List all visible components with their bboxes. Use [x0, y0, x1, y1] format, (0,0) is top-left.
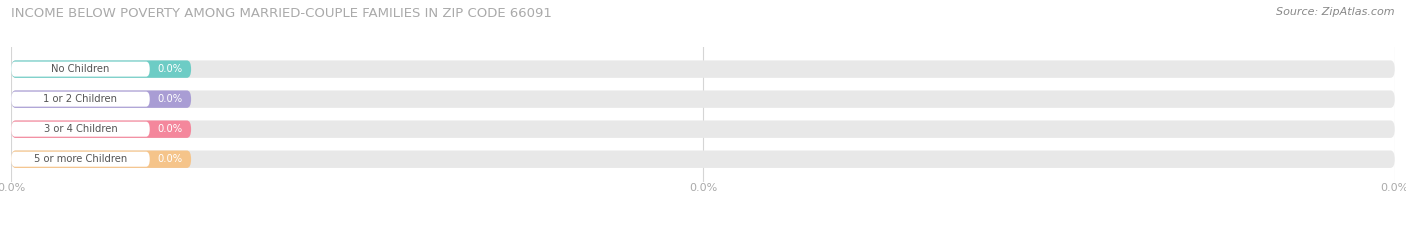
- FancyBboxPatch shape: [11, 151, 1395, 168]
- Text: 3 or 4 Children: 3 or 4 Children: [44, 124, 117, 134]
- Text: 0.0%: 0.0%: [0, 183, 25, 193]
- FancyBboxPatch shape: [11, 62, 149, 77]
- Text: 0.0%: 0.0%: [157, 154, 183, 164]
- Text: 0.0%: 0.0%: [689, 183, 717, 193]
- FancyBboxPatch shape: [11, 90, 1395, 108]
- Text: 0.0%: 0.0%: [157, 64, 183, 74]
- FancyBboxPatch shape: [11, 60, 191, 78]
- Text: 0.0%: 0.0%: [1381, 183, 1406, 193]
- Text: No Children: No Children: [51, 64, 110, 74]
- Text: INCOME BELOW POVERTY AMONG MARRIED-COUPLE FAMILIES IN ZIP CODE 66091: INCOME BELOW POVERTY AMONG MARRIED-COUPL…: [11, 7, 553, 20]
- FancyBboxPatch shape: [11, 90, 191, 108]
- FancyBboxPatch shape: [11, 122, 149, 137]
- Text: 5 or more Children: 5 or more Children: [34, 154, 127, 164]
- FancyBboxPatch shape: [11, 120, 1395, 138]
- FancyBboxPatch shape: [11, 60, 1395, 78]
- FancyBboxPatch shape: [11, 120, 191, 138]
- FancyBboxPatch shape: [11, 152, 149, 167]
- Text: Source: ZipAtlas.com: Source: ZipAtlas.com: [1277, 7, 1395, 17]
- Text: 0.0%: 0.0%: [157, 124, 183, 134]
- Text: 1 or 2 Children: 1 or 2 Children: [44, 94, 118, 104]
- FancyBboxPatch shape: [11, 92, 149, 107]
- Text: 0.0%: 0.0%: [157, 94, 183, 104]
- FancyBboxPatch shape: [11, 151, 191, 168]
